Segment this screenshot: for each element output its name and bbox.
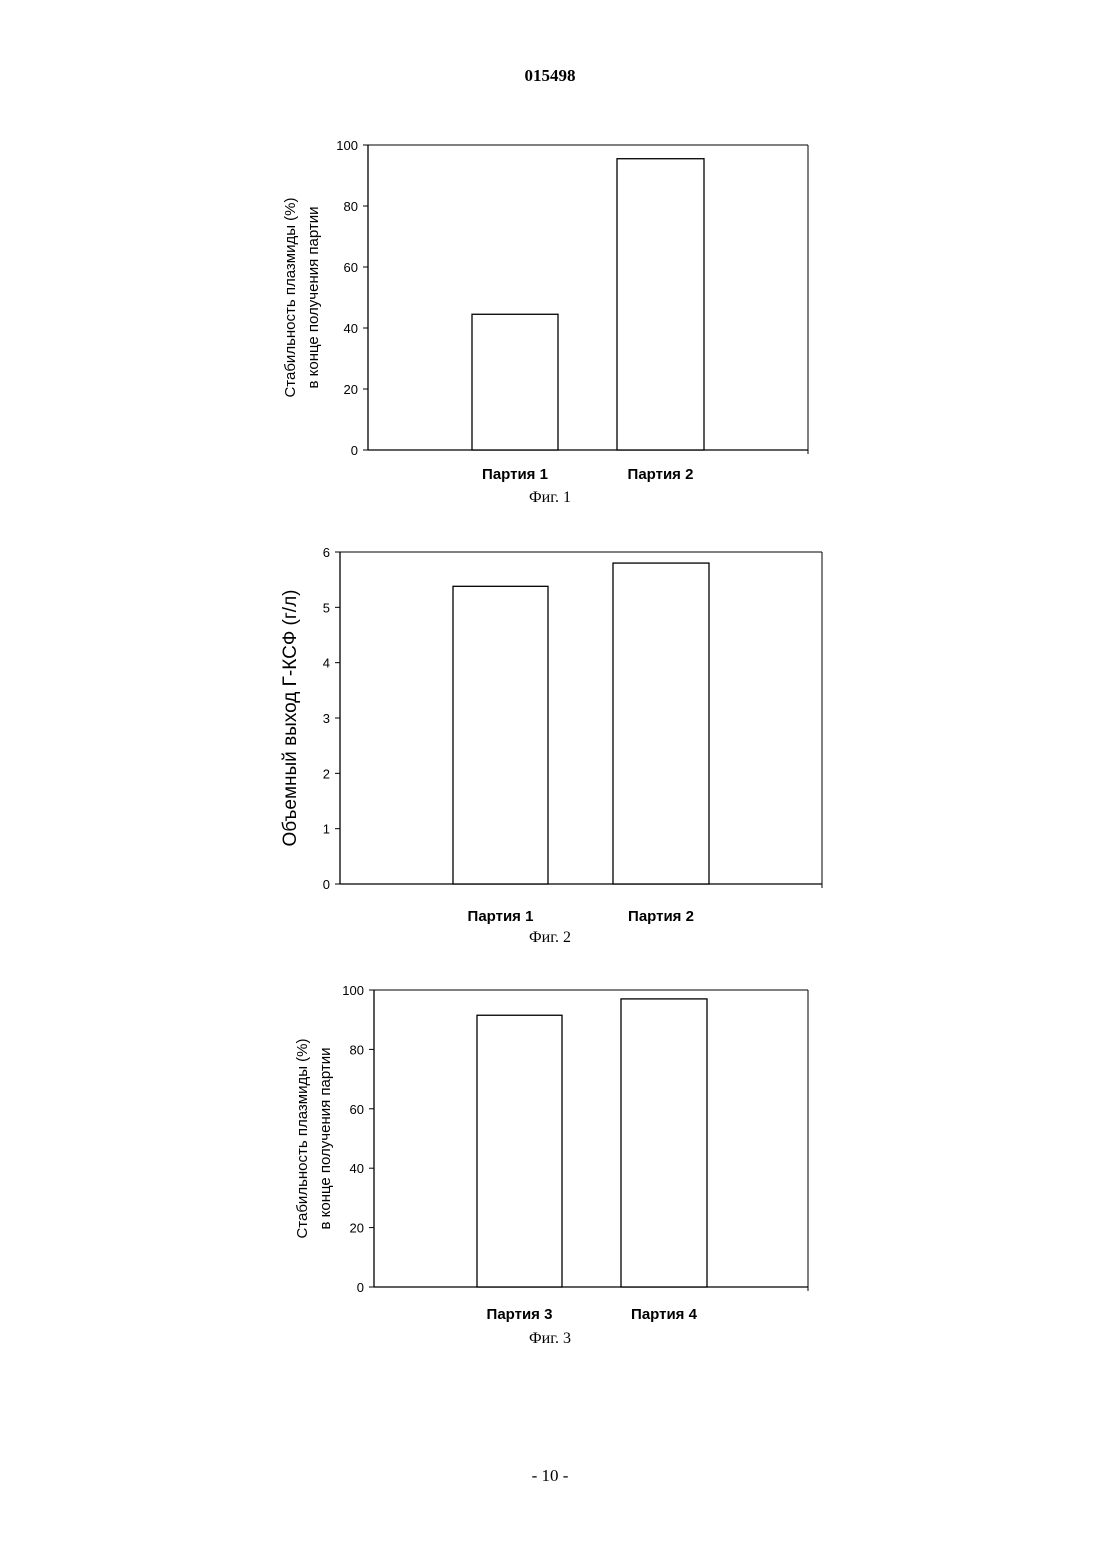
y-tick-label: 60 [350, 1102, 364, 1117]
y-tick-label: 0 [357, 1280, 364, 1295]
x-category-label: Партия 4 [631, 1306, 698, 1323]
y-tick-label: 100 [342, 983, 364, 998]
y-tick-label: 80 [350, 1042, 364, 1057]
figure-3-caption: Фиг. 3 [0, 1330, 1100, 1348]
y-tick-label: 40 [350, 1161, 364, 1176]
bar [477, 1015, 562, 1287]
bar [621, 999, 707, 1287]
y-axis-label: в конце получения партии [317, 1047, 334, 1229]
x-category-label: Партия 3 [487, 1306, 553, 1323]
y-tick-label: 20 [350, 1221, 364, 1236]
y-axis-label: Стабильность плазмиды (%) [294, 1038, 311, 1238]
page-number: - 10 - [0, 1466, 1100, 1486]
